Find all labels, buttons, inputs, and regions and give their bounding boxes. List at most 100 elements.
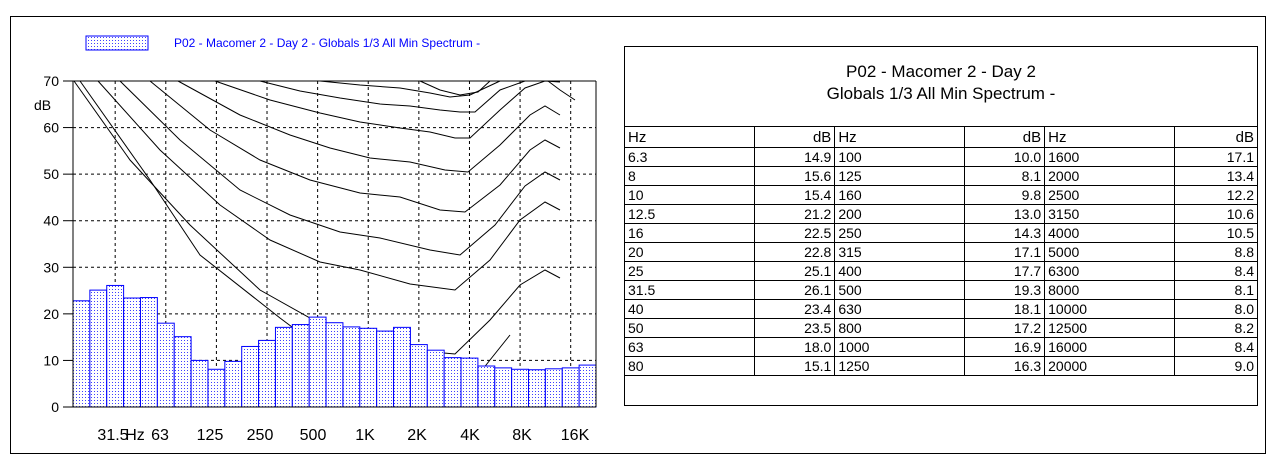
cell-db: 14.3 (963, 223, 1046, 243)
spectrum-bar (409, 344, 428, 408)
cell-db: 8.0 (1173, 299, 1257, 319)
spectrum-chart: 0 10 20 30 40 50 60 70 dB 31.5Hz 63 125 250 500 1K 2K 4K… (34, 35, 597, 444)
spectrum-bar (359, 327, 378, 408)
header-db-3: dB (1173, 127, 1257, 148)
cell-db: 23.4 (754, 299, 836, 319)
chart-legend: P02 - Macomer 2 - Day 2 - Globals 1/3 Al… (174, 36, 481, 50)
report-frame (10, 16, 1266, 454)
spectrum-bar (460, 357, 479, 408)
spectrum-bar (376, 330, 395, 408)
cell-db: 8.1 (963, 166, 1046, 186)
cell-hz: 400 (834, 261, 965, 281)
y-tick-label: 20 (43, 306, 59, 322)
spectrum-bar (426, 349, 445, 408)
reference-contour (149, 80, 561, 213)
cell-hz: 2000 (1044, 166, 1175, 186)
table-row: 63 18.0 1000 16.9 16000 8.4 (625, 337, 1257, 357)
cell-db: 17.1 (1173, 147, 1257, 167)
cell-db: 8.8 (1173, 242, 1257, 262)
cell-hz: 630 (834, 299, 965, 319)
spectrum-bar (511, 368, 530, 408)
cell-hz: 1600 (1044, 147, 1175, 167)
cell-db: 26.1 (754, 280, 836, 300)
cell-db: 9.0 (1173, 356, 1257, 376)
spectrum-bar (291, 324, 310, 408)
table-row: 6.3 14.9 100 10.0 1600 17.1 (625, 147, 1257, 167)
reference-contour (119, 80, 561, 256)
cell-hz: 1000 (834, 337, 965, 357)
table-header-row: Hz dB Hz dB Hz dB (625, 127, 1257, 148)
x-tick-label: 2K (407, 427, 427, 444)
y-tick-label: 60 (43, 120, 59, 136)
cell-hz: 80 (625, 356, 756, 376)
spectrum-bar (342, 326, 361, 408)
x-tick-label: 8K (512, 427, 532, 444)
y-tick-label: 50 (43, 166, 59, 182)
cell-db: 18.0 (754, 337, 836, 357)
cell-db: 16.3 (963, 356, 1046, 376)
table-row: 8 15.6 125 8.1 2000 13.4 (625, 166, 1257, 186)
table-row: 50 23.5 800 17.2 12500 8.2 (625, 318, 1257, 338)
spectrum-bar (224, 360, 243, 408)
y-axis-unit: dB (34, 97, 51, 113)
spectrum-bar (241, 345, 260, 408)
cell-db: 22.8 (754, 242, 836, 262)
cell-hz: 12500 (1044, 318, 1175, 338)
spectrum-bar (578, 364, 597, 408)
cell-db: 22.5 (754, 223, 836, 243)
reference-contour (177, 80, 561, 173)
x-tick-label: 16K (561, 427, 590, 444)
cell-hz: 50 (625, 318, 756, 338)
table-row: 20 22.8 315 17.1 5000 8.8 (625, 242, 1257, 262)
cell-db: 17.2 (963, 318, 1046, 338)
cell-db: 10.5 (1173, 223, 1257, 243)
spectrum-bar (106, 284, 125, 408)
cell-db: 16.9 (963, 337, 1046, 357)
x-tick-label: Hz (125, 427, 145, 444)
x-tick-label: 500 (300, 427, 327, 444)
y-tick-label: 0 (51, 399, 59, 415)
cell-hz: 160 (834, 185, 965, 205)
y-tick-label: 40 (43, 213, 59, 229)
spectrum-bar (258, 339, 276, 408)
spectrum-bar (139, 297, 158, 408)
cell-hz: 4000 (1044, 223, 1175, 243)
cell-hz: 20000 (1044, 356, 1175, 376)
cell-db: 17.7 (963, 261, 1046, 281)
spectrum-bar (190, 359, 209, 408)
table-row: 12.5 21.2 200 13.0 3150 10.6 (625, 204, 1257, 224)
cell-hz: 1250 (834, 356, 965, 376)
cell-hz: 6.3 (625, 147, 756, 167)
cell-db: 12.2 (1173, 185, 1257, 205)
cell-hz: 25 (625, 261, 756, 281)
cell-db: 19.3 (963, 280, 1046, 300)
table-row: 40 23.4 630 18.1 10000 8.0 (625, 299, 1257, 319)
y-tick-label: 10 (43, 352, 59, 368)
spectrum-bar (544, 368, 563, 408)
spectrum-bar (72, 300, 91, 408)
reference-contour (214, 80, 561, 139)
cell-db: 10.6 (1173, 204, 1257, 224)
cell-hz: 800 (834, 318, 965, 338)
spectrum-bar (393, 326, 411, 408)
legend-swatch (85, 35, 149, 51)
cell-hz: 63 (625, 337, 756, 357)
x-tick-label: 250 (247, 427, 274, 444)
spectrum-bar (494, 367, 513, 408)
cell-hz: 8000 (1044, 280, 1175, 300)
cell-db: 8.4 (1173, 337, 1257, 357)
spectrum-bar (443, 357, 462, 408)
x-tick-label: 1K (355, 427, 375, 444)
reference-contour (259, 80, 526, 113)
spectrum-bar (89, 289, 108, 408)
header-hz-2: Hz (834, 127, 965, 148)
cell-db: 23.5 (754, 318, 836, 338)
x-tick-label: 125 (197, 427, 224, 444)
cell-hz: 31.5 (625, 280, 756, 300)
spectrum-bar (173, 336, 192, 408)
spectrum-bar (308, 316, 327, 408)
spectrum-bar (156, 322, 175, 408)
cell-db: 13.4 (1173, 166, 1257, 186)
cell-hz: 6300 (1044, 261, 1175, 281)
cell-hz: 5000 (1044, 242, 1175, 262)
